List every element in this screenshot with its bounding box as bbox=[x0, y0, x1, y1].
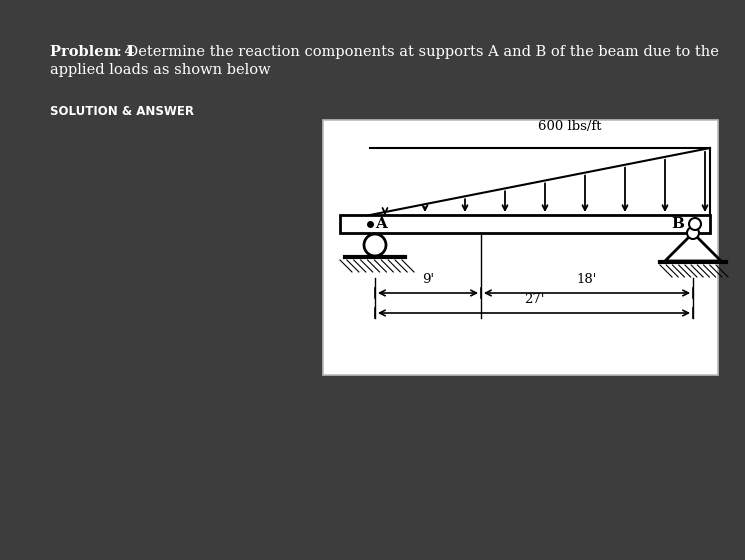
Circle shape bbox=[364, 234, 386, 256]
Text: applied loads as shown below: applied loads as shown below bbox=[50, 63, 270, 77]
Text: 27': 27' bbox=[524, 293, 545, 306]
Text: 18': 18' bbox=[577, 273, 597, 286]
Text: Problem 4: Problem 4 bbox=[50, 45, 134, 59]
Bar bbox=[323, 120, 718, 375]
Text: 600 lbs/ft: 600 lbs/ft bbox=[538, 120, 602, 133]
Text: SOLUTION & ANSWER: SOLUTION & ANSWER bbox=[50, 105, 194, 118]
Circle shape bbox=[689, 218, 701, 230]
Bar bbox=[340, 215, 710, 233]
Text: : Determine the reaction components at supports A and B of the beam due to the: : Determine the reaction components at s… bbox=[117, 45, 719, 59]
Text: 9': 9' bbox=[422, 273, 434, 286]
Polygon shape bbox=[665, 233, 721, 261]
Text: A: A bbox=[375, 217, 387, 231]
Circle shape bbox=[687, 227, 699, 239]
Text: B: B bbox=[671, 217, 684, 231]
